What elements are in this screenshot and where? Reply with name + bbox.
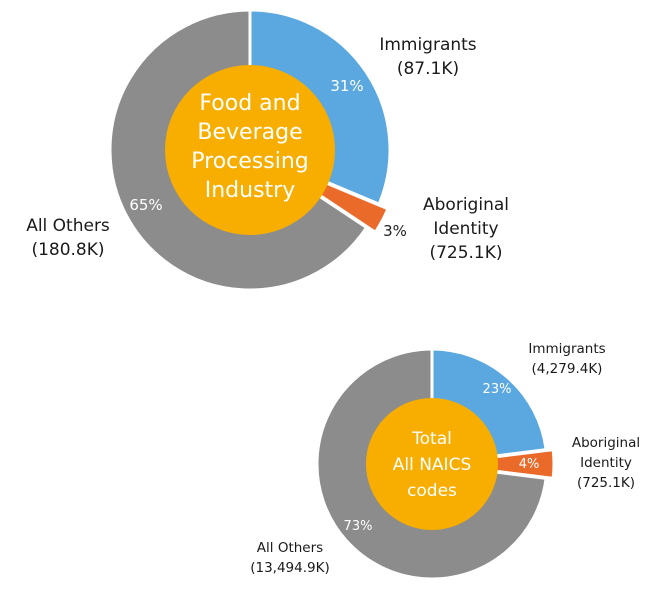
legend-value-aboriginal: (725.1K) <box>577 475 635 491</box>
slice-percent-aboriginal: 3% <box>383 222 407 240</box>
donut-chart-all-naics: Total All NAICS codes 23% 4% 73% Immigra… <box>250 341 640 581</box>
center-label-line: Food and <box>199 91 300 116</box>
center-label-line: All NAICS <box>393 455 472 475</box>
center-label-line: Beverage <box>197 120 302 145</box>
slice-percent-immigrants: 23% <box>483 382 512 397</box>
legend-value-immigrants: (4,279.4K) <box>532 361 603 377</box>
center-circle <box>165 65 335 235</box>
legend-label-others: All Others <box>26 216 110 236</box>
legend-value-immigrants: (87.1K) <box>397 59 459 79</box>
legend-value-aboriginal: (725.1K) <box>429 243 502 263</box>
legend-label-aboriginal: Aboriginal <box>572 435 640 451</box>
legend-value-others: (180.8K) <box>31 240 104 260</box>
legend-label-immigrants: Immigrants <box>379 35 476 55</box>
slice-percent-others: 73% <box>344 519 373 534</box>
legend-label-aboriginal: Identity <box>580 455 632 471</box>
legend-value-others: (13,494.9K) <box>250 560 330 576</box>
legend-label-aboriginal: Aboriginal <box>423 195 509 215</box>
slice-percent-others: 65% <box>129 196 162 214</box>
donut-chart-food-beverage: Food and Beverage Processing Industry 31… <box>26 8 509 292</box>
center-label-line: codes <box>407 481 457 501</box>
center-label-line: Industry <box>205 178 296 203</box>
legend-label-aboriginal: Identity <box>433 219 498 239</box>
slice-percent-aboriginal: 4% <box>519 457 540 472</box>
center-circle <box>366 398 498 530</box>
legend-label-immigrants: Immigrants <box>528 341 605 357</box>
center-label-line: Processing <box>191 149 308 174</box>
legend-label-others: All Others <box>257 540 323 556</box>
slice-percent-immigrants: 31% <box>330 77 363 95</box>
center-label-line: Total <box>411 429 452 449</box>
